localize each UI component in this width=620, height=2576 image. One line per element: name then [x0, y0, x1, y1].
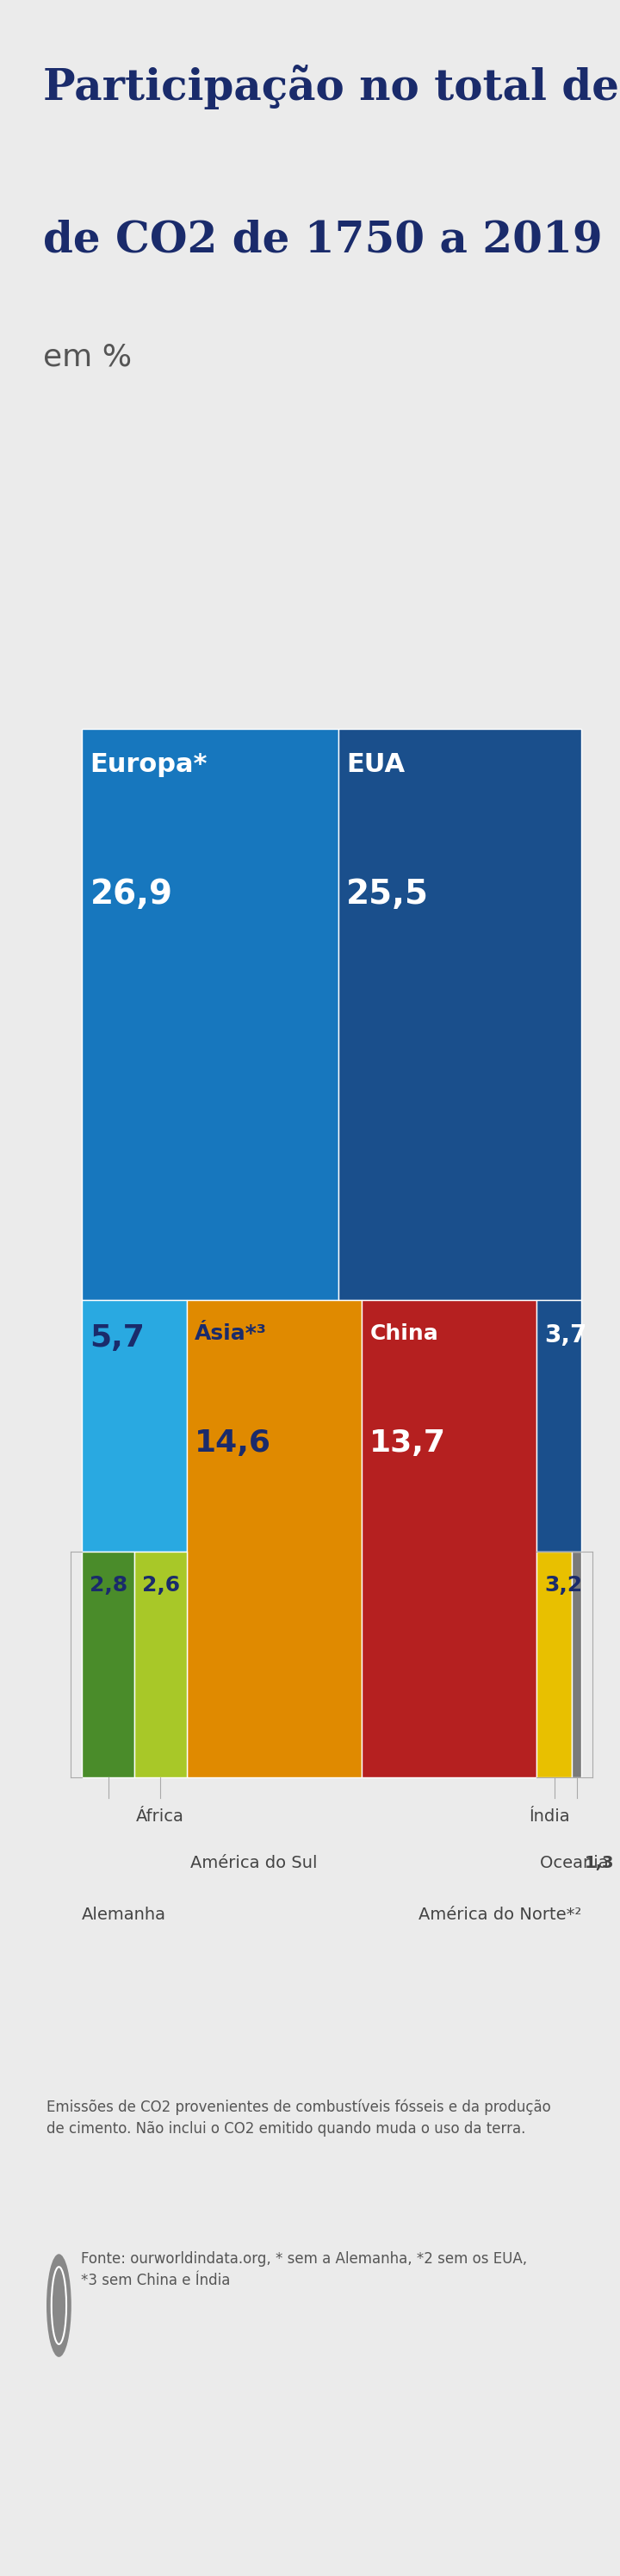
Bar [572, 1551, 582, 1777]
Bar [187, 1301, 361, 1777]
Text: 25,5: 25,5 [346, 878, 429, 912]
Text: África: África [136, 1808, 184, 1824]
Text: 3,2: 3,2 [544, 1574, 583, 1597]
Text: Participação no total de emissões: Participação no total de emissões [43, 64, 620, 108]
Text: Emissões de CO2 provenientes de combustíveis fósseis e da produção
de cimento. N: Emissões de CO2 provenientes de combustí… [46, 2099, 551, 2138]
Text: China: China [370, 1324, 438, 1345]
Bar [82, 1551, 135, 1777]
Text: Europa*: Europa* [90, 752, 208, 778]
Text: América do Sul: América do Sul [190, 1855, 317, 1870]
Text: América do Norte*²: América do Norte*² [419, 1906, 582, 1922]
Circle shape [46, 2254, 71, 2357]
Text: 13,7: 13,7 [370, 1430, 446, 1458]
Text: 3,7: 3,7 [544, 1324, 587, 1347]
Text: 2,8: 2,8 [90, 1574, 128, 1597]
Bar [135, 1551, 187, 1777]
Bar [536, 1551, 572, 1777]
Text: Fonte: ourworldindata.org, * sem a Alemanha, *2 sem os EUA,
*3 sem China e Índia: Fonte: ourworldindata.org, * sem a Alema… [81, 2251, 527, 2287]
Bar [536, 1301, 582, 1551]
Text: Oceania: Oceania [539, 1855, 614, 1870]
Bar [361, 1301, 536, 1777]
Text: 26,9: 26,9 [90, 878, 172, 912]
Text: de CO2 de 1750 a 2019: de CO2 de 1750 a 2019 [43, 219, 603, 260]
Text: EUA: EUA [346, 752, 405, 778]
Bar [82, 729, 338, 1301]
Text: Alemanha: Alemanha [82, 1906, 166, 1922]
Bar [338, 729, 582, 1301]
Text: Índia: Índia [529, 1808, 570, 1824]
Text: Ásia*³: Ásia*³ [195, 1324, 267, 1345]
Text: 2,6: 2,6 [143, 1574, 180, 1597]
Text: 1,3: 1,3 [585, 1855, 614, 1870]
Text: 14,6: 14,6 [195, 1430, 272, 1458]
Text: 5,7: 5,7 [90, 1324, 145, 1352]
Text: em %: em % [43, 343, 132, 371]
Bar [82, 1301, 187, 1551]
